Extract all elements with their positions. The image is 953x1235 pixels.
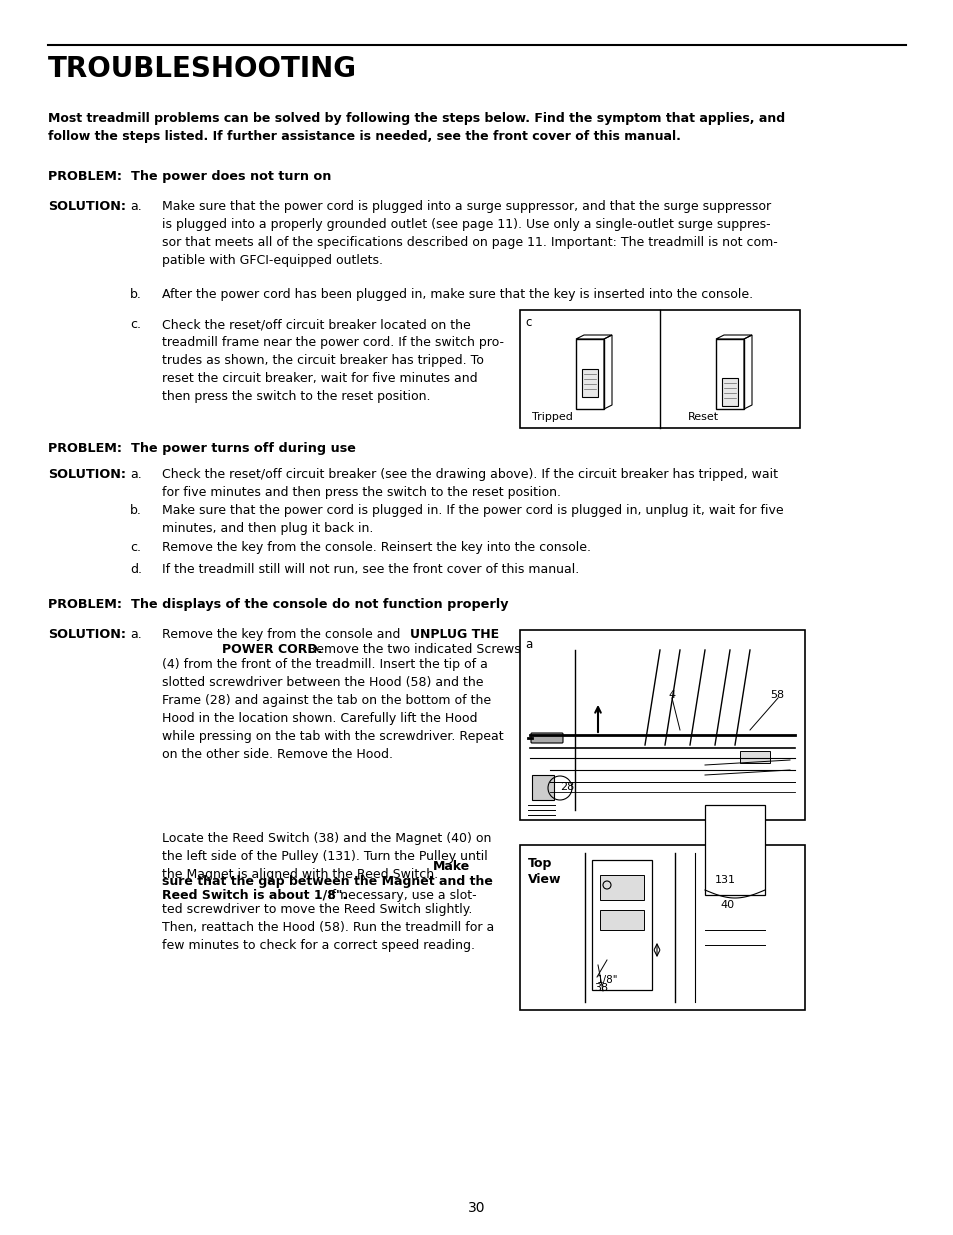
Text: Reset: Reset <box>687 412 719 422</box>
Text: SOLUTION:: SOLUTION: <box>48 200 126 212</box>
Text: ted screwdriver to move the Reed Switch slightly.
Then, reattach the Hood (58). : ted screwdriver to move the Reed Switch … <box>162 903 494 952</box>
Text: 30: 30 <box>468 1200 485 1215</box>
Text: UNPLUG THE: UNPLUG THE <box>410 629 498 641</box>
Text: Remove the key from the console. Reinsert the key into the console.: Remove the key from the console. Reinser… <box>162 541 590 555</box>
Bar <box>740 751 769 763</box>
Text: 28: 28 <box>559 782 574 792</box>
Bar <box>592 860 651 990</box>
Text: d.: d. <box>130 563 142 576</box>
Text: (4) from the front of the treadmill. Insert the tip of a
slotted screwdriver bet: (4) from the front of the treadmill. Ins… <box>162 658 503 761</box>
Text: Tripped: Tripped <box>532 412 572 422</box>
Bar <box>519 630 804 820</box>
Text: Reed Switch is about 1/8".: Reed Switch is about 1/8". <box>162 889 347 902</box>
Text: If necessary, use a slot-: If necessary, use a slot- <box>324 889 476 902</box>
Text: a.: a. <box>130 200 142 212</box>
Polygon shape <box>721 378 738 406</box>
Text: Make sure that the power cord is plugged into a surge suppressor, and that the s: Make sure that the power cord is plugged… <box>162 200 777 267</box>
Bar <box>599 876 643 900</box>
Bar <box>519 845 804 1010</box>
Bar <box>599 910 643 930</box>
Text: b.: b. <box>130 504 142 517</box>
Text: a.: a. <box>130 629 142 641</box>
Bar <box>704 805 764 895</box>
Text: PROBLEM:  The power does not turn on: PROBLEM: The power does not turn on <box>48 170 331 183</box>
Text: b.: b. <box>130 288 142 301</box>
Text: Check the reset/off circuit breaker located on the
treadmill frame near the powe: Check the reset/off circuit breaker loca… <box>162 317 503 403</box>
Text: Locate the Reed Switch (38) and the Magnet (40) on
the left side of the Pulley (: Locate the Reed Switch (38) and the Magn… <box>162 832 491 881</box>
Polygon shape <box>581 369 598 396</box>
Text: 38: 38 <box>594 983 607 993</box>
Text: Remove the two indicated Screws: Remove the two indicated Screws <box>304 643 520 656</box>
Text: c.: c. <box>130 317 141 331</box>
FancyBboxPatch shape <box>531 734 562 743</box>
Text: After the power cord has been plugged in, make sure that the key is inserted int: After the power cord has been plugged in… <box>162 288 752 301</box>
Text: POWER CORD.: POWER CORD. <box>222 643 322 656</box>
Text: 1/8": 1/8" <box>597 974 618 986</box>
Text: TROUBLESHOOTING: TROUBLESHOOTING <box>48 56 356 83</box>
Text: SOLUTION:: SOLUTION: <box>48 629 126 641</box>
Text: Remove the key from the console and: Remove the key from the console and <box>162 629 404 641</box>
Text: If the treadmill still will not run, see the front cover of this manual.: If the treadmill still will not run, see… <box>162 563 578 576</box>
Text: a.: a. <box>130 468 142 480</box>
Text: SOLUTION:: SOLUTION: <box>48 468 126 480</box>
Text: 40: 40 <box>720 900 734 910</box>
Text: 131: 131 <box>714 876 735 885</box>
Text: a: a <box>524 638 532 651</box>
Text: Make sure that the power cord is plugged in. If the power cord is plugged in, un: Make sure that the power cord is plugged… <box>162 504 782 535</box>
Text: c.: c. <box>130 541 141 555</box>
Text: PROBLEM:  The power turns off during use: PROBLEM: The power turns off during use <box>48 442 355 454</box>
Text: 58: 58 <box>769 690 783 700</box>
Text: Make: Make <box>433 860 470 873</box>
Text: PROBLEM:  The displays of the console do not function properly: PROBLEM: The displays of the console do … <box>48 598 508 611</box>
Text: c: c <box>524 316 531 329</box>
Text: sure that the gap between the Magnet and the: sure that the gap between the Magnet and… <box>162 876 493 888</box>
Text: Check the reset/off circuit breaker (see the drawing above). If the circuit brea: Check the reset/off circuit breaker (see… <box>162 468 778 499</box>
Text: Most treadmill problems can be solved by following the steps below. Find the sym: Most treadmill problems can be solved by… <box>48 112 784 143</box>
Bar <box>532 776 554 800</box>
Text: 4: 4 <box>667 690 675 700</box>
Bar <box>519 310 800 429</box>
Text: Top
View: Top View <box>527 857 561 885</box>
